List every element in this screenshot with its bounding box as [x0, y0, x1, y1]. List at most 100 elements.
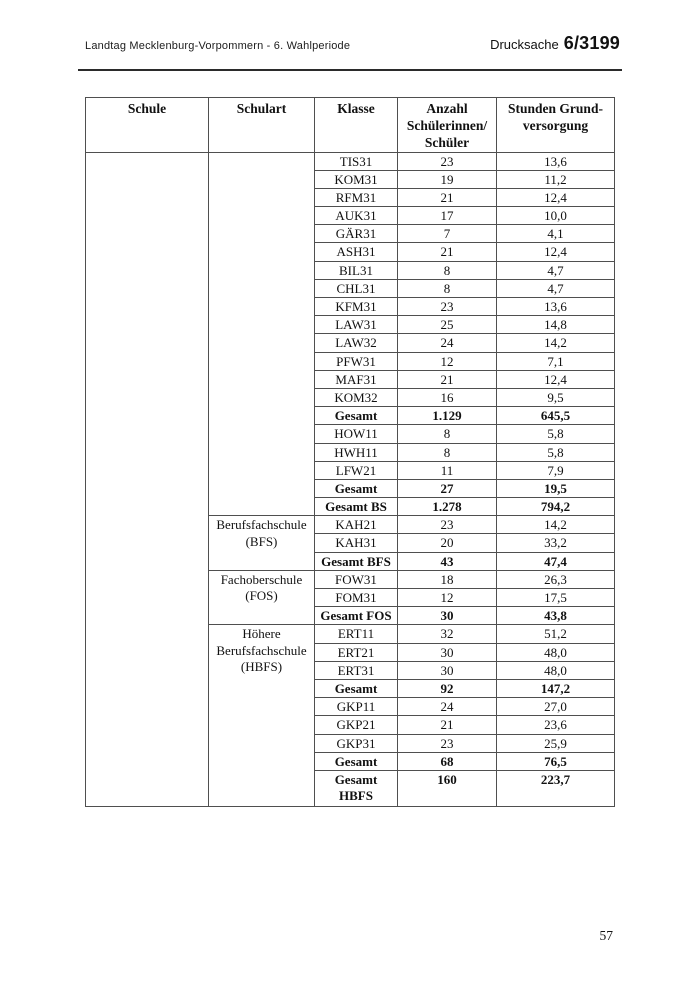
klasse-cell: ERT31	[314, 660, 398, 680]
column-header-schulart: Schulart	[208, 97, 315, 153]
table-row: ASH31 21 12,4	[86, 242, 615, 262]
school-classes-table: Schule Schulart Klasse Anzahl Schülerinn…	[85, 97, 615, 808]
table-row: Gesamt 68 76,5	[86, 751, 615, 771]
stunden-cell: 13,6	[496, 296, 615, 317]
anzahl-cell: 12	[397, 587, 497, 608]
anzahl-cell: 7	[397, 224, 497, 244]
anzahl-cell: 24	[397, 333, 497, 353]
column-header-anzahl: Anzahl Schülerinnen/ Schüler	[397, 97, 497, 153]
anzahl-cell: 21	[397, 715, 497, 735]
stunden-cell: 4,1	[496, 224, 615, 244]
anzahl-cell: 17	[397, 206, 497, 226]
klasse-cell: Gesamt	[314, 678, 398, 699]
stunden-cell: 4,7	[496, 278, 615, 299]
table-row: HOW11 8 5,8	[86, 424, 615, 444]
klasse-cell: ERT11	[314, 624, 398, 644]
klasse-cell: HOW11	[314, 424, 398, 444]
stunden-cell: 13,6	[496, 151, 615, 171]
klasse-cell: Gesamt HBFS	[314, 769, 398, 808]
klasse-cell: LAW32	[314, 333, 398, 353]
header-left-text: Landtag Mecklenburg-Vorpommern - 6. Wahl…	[85, 40, 351, 52]
anzahl-cell: 8	[397, 260, 497, 280]
stunden-cell: 11,2	[496, 169, 615, 189]
anzahl-cell: 20	[397, 533, 497, 553]
stunden-cell: 12,4	[496, 242, 615, 262]
anzahl-cell: 27	[397, 478, 497, 499]
stunden-cell: 19,5	[496, 478, 615, 499]
stunden-cell: 10,0	[496, 206, 615, 226]
table-row: LAW31 25 14,8	[86, 315, 615, 335]
klasse-cell: Gesamt	[314, 478, 398, 499]
stunden-cell: 4,7	[496, 260, 615, 280]
stunden-cell: 48,0	[496, 660, 615, 680]
klasse-cell: MAF31	[314, 369, 398, 389]
schule-cell	[85, 151, 209, 808]
anzahl-cell: 25	[397, 315, 497, 335]
klasse-cell: BIL31	[314, 260, 398, 280]
stunden-cell: 9,5	[496, 387, 615, 408]
stunden-cell: 794,2	[496, 497, 615, 517]
klasse-cell: KOM31	[314, 169, 398, 189]
schulart-cell: Höhere Berufsfachschule (HBFS)	[208, 624, 315, 808]
anzahl-cell: 8	[397, 424, 497, 444]
anzahl-cell: 21	[397, 369, 497, 389]
klasse-cell: CHL31	[314, 278, 398, 299]
table-row: Gesamt FOS 30 43,8	[86, 606, 615, 626]
klasse-cell: KAH21	[314, 515, 398, 535]
doc-number: 6/3199	[563, 33, 620, 53]
header-rule	[78, 69, 622, 71]
table-row: Gesamt HBFS 160 223,7	[86, 769, 615, 808]
anzahl-cell: 8	[397, 442, 497, 462]
anzahl-cell: 21	[397, 242, 497, 262]
table-row: PFW31 12 7,1	[86, 351, 615, 371]
table-row: ERT21 30 48,0	[86, 642, 615, 662]
column-header-klasse: Klasse	[314, 97, 398, 153]
table-row: GÄR31 7 4,1	[86, 224, 615, 244]
table-header: Schule Schulart Klasse Anzahl Schülerinn…	[85, 97, 615, 153]
stunden-cell: 23,6	[496, 715, 615, 735]
anzahl-cell: 43	[397, 551, 497, 571]
anzahl-cell: 1.278	[397, 497, 497, 517]
anzahl-cell: 32	[397, 624, 497, 644]
stunden-cell: 17,5	[496, 587, 615, 608]
anzahl-cell: 11	[397, 460, 497, 480]
klasse-cell: FOW31	[314, 569, 398, 590]
anzahl-cell: 12	[397, 351, 497, 371]
table-row: LFW21 11 7,9	[86, 460, 615, 480]
anzahl-cell: 23	[397, 733, 497, 753]
schulart-cell: Fachoberschule (FOS)	[208, 569, 315, 626]
klasse-cell: GÄR31	[314, 224, 398, 244]
doc-label: Drucksache	[490, 37, 559, 52]
table-row: Gesamt 1.129 645,5	[86, 406, 615, 426]
table-row: HWH11 8 5,8	[86, 442, 615, 462]
anzahl-cell: 23	[397, 515, 497, 535]
column-header-schule: Schule	[85, 97, 209, 153]
stunden-cell: 7,1	[496, 351, 615, 371]
klasse-cell: FOM31	[314, 587, 398, 608]
klasse-cell: Gesamt BFS	[314, 551, 398, 571]
stunden-cell: 25,9	[496, 733, 615, 753]
stunden-cell: 5,8	[496, 424, 615, 444]
anzahl-cell: 160	[397, 769, 497, 808]
stunden-cell: 147,2	[496, 678, 615, 699]
stunden-cell: 48,0	[496, 642, 615, 662]
klasse-cell: ASH31	[314, 242, 398, 262]
stunden-cell: 12,4	[496, 369, 615, 389]
anzahl-cell: 21	[397, 187, 497, 208]
stunden-cell: 12,4	[496, 187, 615, 208]
table-row: KOM32 16 9,5	[86, 387, 615, 408]
anzahl-cell: 1.129	[397, 406, 497, 426]
header-right: Drucksache 6/3199	[490, 33, 620, 54]
stunden-cell: 5,8	[496, 442, 615, 462]
anzahl-cell: 92	[397, 678, 497, 699]
stunden-cell: 14,8	[496, 315, 615, 335]
stunden-cell: 27,0	[496, 697, 615, 717]
klasse-cell: GKP11	[314, 697, 398, 717]
klasse-cell: RFM31	[314, 187, 398, 208]
stunden-cell: 33,2	[496, 533, 615, 553]
klasse-cell: HWH11	[314, 442, 398, 462]
klasse-cell: TIS31	[314, 151, 398, 171]
table-row: MAF31 21 12,4	[86, 369, 615, 389]
stunden-cell: 43,8	[496, 606, 615, 626]
